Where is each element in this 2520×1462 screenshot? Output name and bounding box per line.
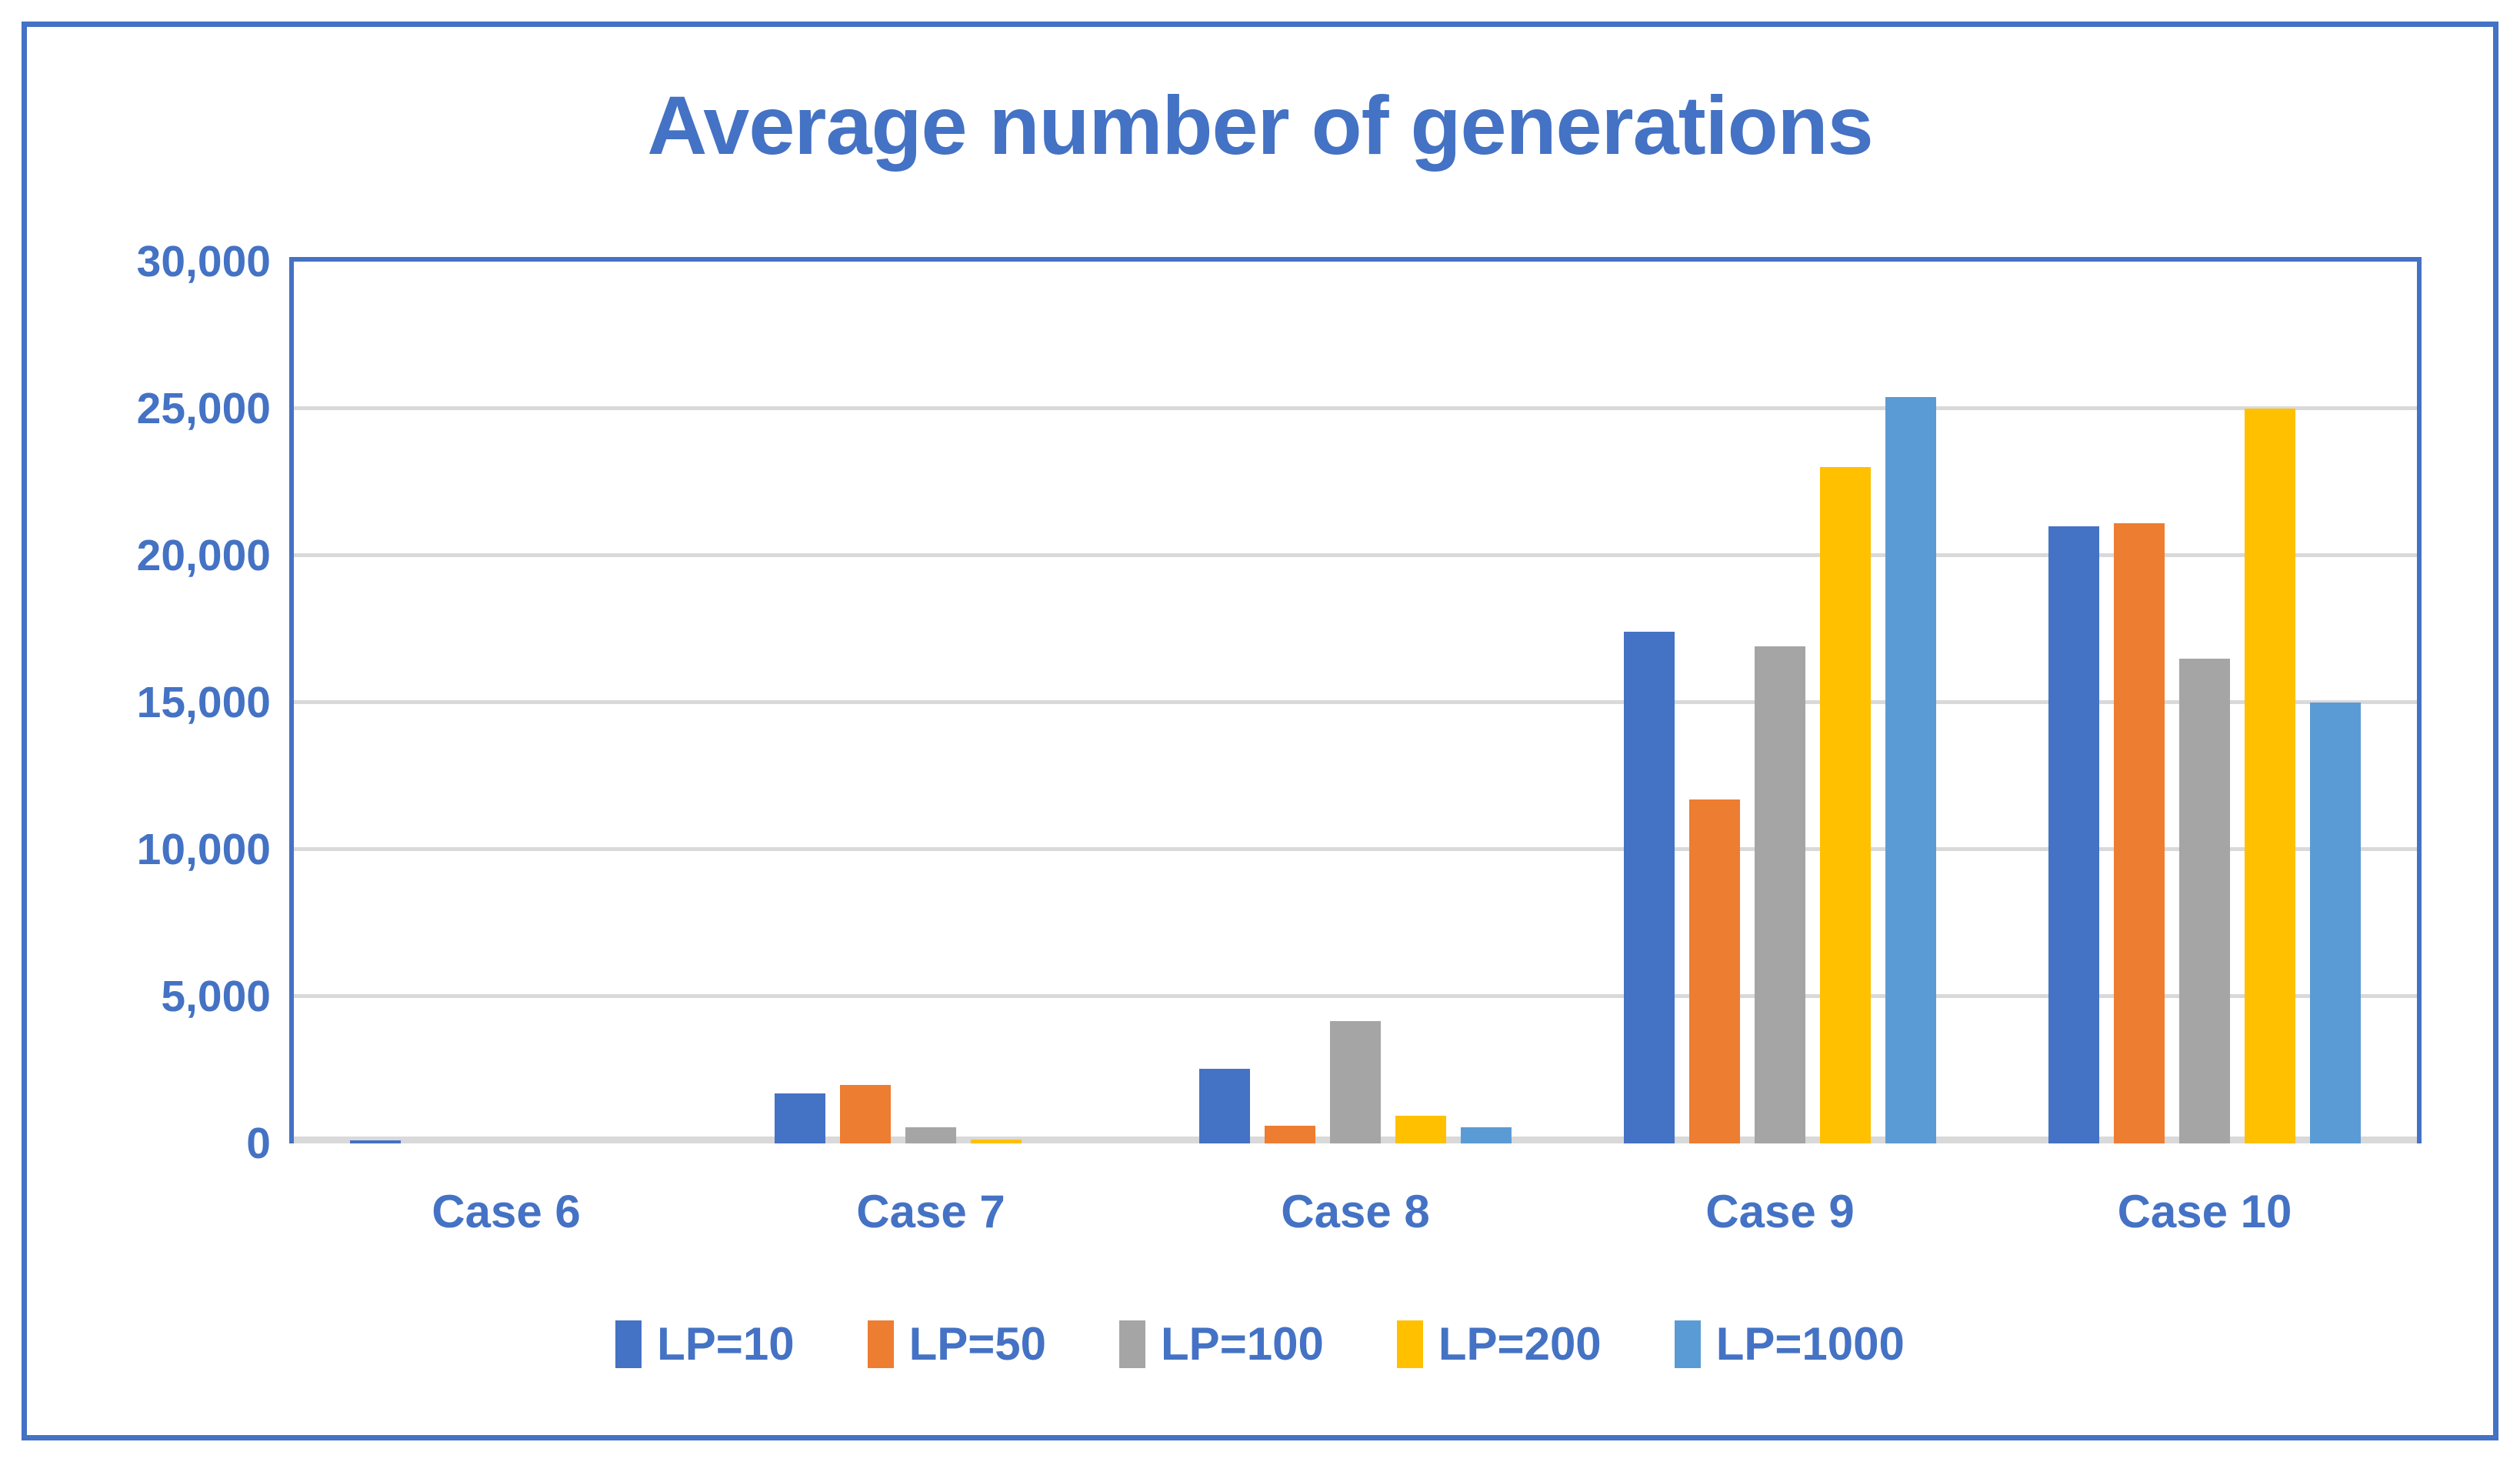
bar-group-case-6 <box>294 262 718 1143</box>
bar-case-6-lp10 <box>350 1140 401 1143</box>
x-axis-label-case-7: Case 7 <box>856 1186 1005 1237</box>
bar-case-8-lp200 <box>1395 1115 1446 1143</box>
bar-group-case-9 <box>1568 262 1992 1143</box>
bar-case-7-lp200 <box>971 1140 1022 1143</box>
bar-group-case-8 <box>1143 262 1568 1143</box>
y-tick-label-0: 0 <box>246 1119 271 1168</box>
bar-group-case-7 <box>718 262 1143 1143</box>
bar-case-10-lp1000 <box>2310 703 2361 1143</box>
bar-case-10-lp100 <box>2179 658 2230 1143</box>
legend: LP=10 LP=50 LP=100 LP=200 LP=1000 <box>0 1317 2520 1370</box>
legend-swatch-icon <box>1396 1320 1423 1368</box>
legend-swatch-icon <box>1119 1320 1146 1368</box>
bar-case-8-lp50 <box>1265 1126 1315 1143</box>
bar-case-10-lp50 <box>2114 522 2165 1143</box>
gridline-25000 <box>294 406 2417 410</box>
gridline-10000 <box>294 847 2417 851</box>
legend-item-lp100: LP=100 <box>1119 1317 1324 1370</box>
bar-case-9-lp1000 <box>1885 396 1936 1143</box>
plot-area <box>289 257 2422 1143</box>
y-tick-label-20000: 20,000 <box>136 531 271 581</box>
legend-item-lp10: LP=10 <box>615 1317 795 1370</box>
legend-label: LP=100 <box>1161 1318 1324 1370</box>
legend-label: LP=200 <box>1438 1318 1602 1370</box>
bar-case-9-lp100 <box>1755 646 1805 1143</box>
gridline-5000 <box>294 994 2417 998</box>
bar-case-8-lp1000 <box>1461 1127 1512 1143</box>
bar-case-10-lp200 <box>2245 409 2295 1143</box>
bar-case-7-lp100 <box>905 1127 956 1143</box>
gridline-15000 <box>294 700 2417 704</box>
bar-case-9-lp200 <box>1820 467 1871 1143</box>
y-axis: 0 5,000 10,000 15,000 20,000 25,000 30,000 <box>0 239 271 1167</box>
x-axis-label-case-10: Case 10 <box>2117 1186 2292 1237</box>
legend-item-lp1000: LP=1000 <box>1674 1317 1905 1370</box>
legend-item-lp200: LP=200 <box>1396 1317 1602 1370</box>
chart-title: Average number of generations <box>647 78 1873 172</box>
legend-label: LP=10 <box>657 1318 795 1370</box>
y-tick-label-10000: 10,000 <box>136 825 271 875</box>
bar-case-7-lp10 <box>775 1093 825 1143</box>
gridline-20000 <box>294 553 2417 557</box>
x-axis-label-case-6: Case 6 <box>432 1186 581 1237</box>
legend-item-lp50: LP=50 <box>867 1317 1047 1370</box>
y-tick-label-15000: 15,000 <box>136 678 271 727</box>
bar-case-8-lp10 <box>1199 1068 1250 1143</box>
legend-label: LP=50 <box>908 1318 1047 1370</box>
legend-label: LP=1000 <box>1715 1318 1905 1370</box>
bar-groups <box>294 262 2417 1143</box>
legend-swatch-icon <box>615 1320 642 1368</box>
bar-case-8-lp100 <box>1330 1021 1381 1143</box>
legend-swatch-icon <box>867 1320 894 1368</box>
x-axis-label-case-8: Case 8 <box>1281 1186 1430 1237</box>
y-tick-label-30000: 30,000 <box>136 237 271 286</box>
bar-case-9-lp50 <box>1689 799 1740 1143</box>
bar-case-9-lp10 <box>1624 632 1675 1143</box>
y-tick-label-5000: 5,000 <box>161 972 271 1022</box>
legend-swatch-icon <box>1674 1320 1701 1368</box>
y-tick-label-25000: 25,000 <box>136 384 271 433</box>
bar-case-7-lp50 <box>840 1084 891 1143</box>
x-axis-label-case-9: Case 9 <box>1705 1186 1855 1237</box>
x-axis-labels: Case 6 Case 7 Case 8 Case 9 Case 10 <box>294 1185 2417 1238</box>
bar-group-case-10 <box>1992 262 2417 1143</box>
bar-case-10-lp10 <box>2048 526 2099 1143</box>
